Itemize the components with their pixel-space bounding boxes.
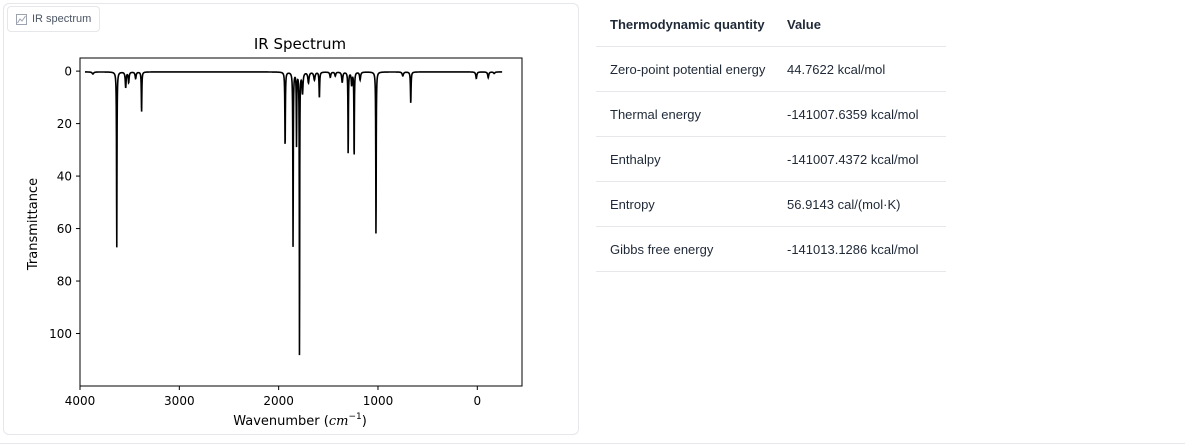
x-axis-label-exp: −1: [348, 412, 361, 422]
x-ticks: 4000 3000 2000 1000 0: [65, 386, 481, 408]
y-tick-label: 100: [49, 327, 72, 341]
y-tick-label: 60: [57, 222, 72, 236]
plot-frame: [79, 57, 523, 387]
x-axis-label: Wavenumber (cm−1): [233, 412, 367, 429]
table-row: Zero-point potential energy 44.7622 kcal…: [596, 47, 946, 92]
x-tick-label: 0: [473, 394, 481, 408]
quantity-cell: Enthalpy: [610, 151, 661, 167]
x-axis-label-close: ): [362, 414, 367, 429]
header-value: Value: [787, 17, 821, 32]
y-ticks: 0 20 40 60 80 100: [49, 65, 80, 341]
value-cell: 44.7622 kcal/mol: [787, 61, 886, 77]
value-cell: 56.9143 cal/(mol·K): [787, 196, 901, 212]
spectrum-line: [84, 71, 503, 356]
y-tick-label: 20: [57, 117, 72, 131]
chart-title: IR Spectrum: [254, 35, 346, 53]
table-row: Enthalpy -141007.4372 kcal/mol: [596, 137, 946, 182]
table-row: Thermal energy -141007.6359 kcal/mol: [596, 92, 946, 137]
x-tick-label: 3000: [164, 394, 195, 408]
table-header: Thermodynamic quantity Value: [596, 3, 946, 47]
quantity-cell: Thermal energy: [610, 106, 702, 122]
table-row: Entropy 56.9143 cal/(mol·K): [596, 182, 946, 227]
header-quantity: Thermodynamic quantity: [610, 17, 765, 32]
x-tick-label: 1000: [363, 394, 394, 408]
value-cell: -141013.1286 kcal/mol: [787, 241, 919, 257]
ir-spectrum-tab[interactable]: IR spectrum: [7, 6, 101, 32]
thermo-table: Thermodynamic quantity Value Zero-point …: [596, 3, 946, 272]
chart-icon: [16, 13, 27, 25]
value-cell: -141007.6359 kcal/mol: [787, 106, 919, 122]
y-tick-label: 0: [64, 65, 72, 79]
x-axis-label-unit: cm: [329, 414, 349, 429]
ir-spectrum-panel: IR spectrum IR Spectrum 0 20 40 60 80 100 400…: [3, 3, 579, 435]
quantity-cell: Gibbs free energy: [610, 241, 714, 257]
y-tick-label: 80: [57, 275, 72, 289]
table-row: Gibbs free energy -141013.1286 kcal/mol: [596, 227, 946, 272]
x-tick-label: 2000: [263, 394, 294, 408]
quantity-cell: Entropy: [610, 196, 655, 212]
y-tick-label: 40: [57, 170, 72, 184]
bottom-divider: [0, 443, 1185, 444]
value-cell: -141007.4372 kcal/mol: [787, 151, 919, 167]
x-axis-label-main: Wavenumber (: [233, 414, 329, 429]
x-tick-label: 4000: [65, 394, 96, 408]
y-axis-label: Transmittance: [26, 178, 41, 271]
ir-chart: IR Spectrum 0 20 40 60 80 100 4000 3000 2000 100…: [4, 4, 578, 438]
quantity-cell: Zero-point potential energy: [610, 61, 766, 77]
tab-label: IR spectrum: [32, 13, 92, 25]
ir-chart-svg: IR Spectrum 0 20 40 60 80 100 4000 3000 2000 100…: [26, 35, 523, 429]
